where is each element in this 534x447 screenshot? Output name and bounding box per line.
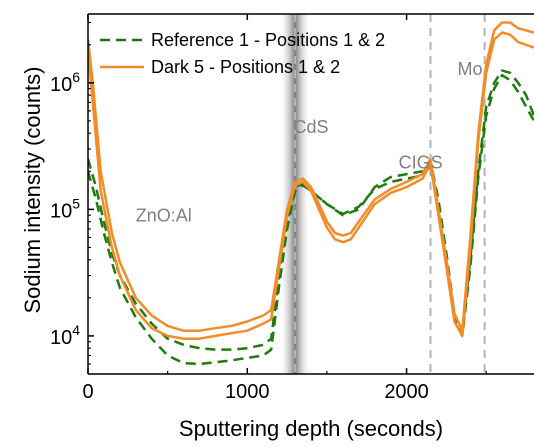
- y-axis-title: Sodium intensity (counts): [20, 67, 45, 314]
- y-tick-label: 106: [50, 69, 80, 96]
- y-tick-base: 10: [50, 200, 72, 222]
- axes: [87, 13, 534, 375]
- region-label: ZnO:Al: [136, 206, 192, 226]
- y-tick-label: 105: [50, 195, 80, 222]
- legend: Reference 1 - Positions 1 & 2 Dark 5 - Po…: [100, 30, 385, 77]
- legend-label: Dark 5 - Positions 1 & 2: [151, 57, 340, 77]
- x-tick-label: 0: [82, 381, 93, 403]
- region-label: CdS: [293, 117, 328, 137]
- y-tick-exponent: 4: [72, 322, 80, 338]
- y-tick-exponent: 5: [72, 195, 80, 211]
- y-tick-exponent: 6: [72, 69, 80, 85]
- x-tick-label: 2000: [384, 381, 429, 403]
- x-axis-title: Sputtering depth (seconds): [179, 416, 443, 441]
- layer-labels: ZnO:Al CdS CIGS Mo: [136, 59, 483, 225]
- legend-label: Reference 1 - Positions 1 & 2: [151, 30, 385, 50]
- y-tick-base: 10: [50, 327, 72, 349]
- data-series: [88, 21, 534, 366]
- region-label: CIGS: [399, 153, 443, 173]
- series-line: [88, 31, 534, 340]
- x-tick-label: 1000: [225, 381, 270, 403]
- y-tick-base: 10: [50, 74, 72, 96]
- series-line: [88, 73, 534, 366]
- region-label: Mo: [458, 59, 483, 79]
- y-tick-label: 104: [50, 322, 80, 349]
